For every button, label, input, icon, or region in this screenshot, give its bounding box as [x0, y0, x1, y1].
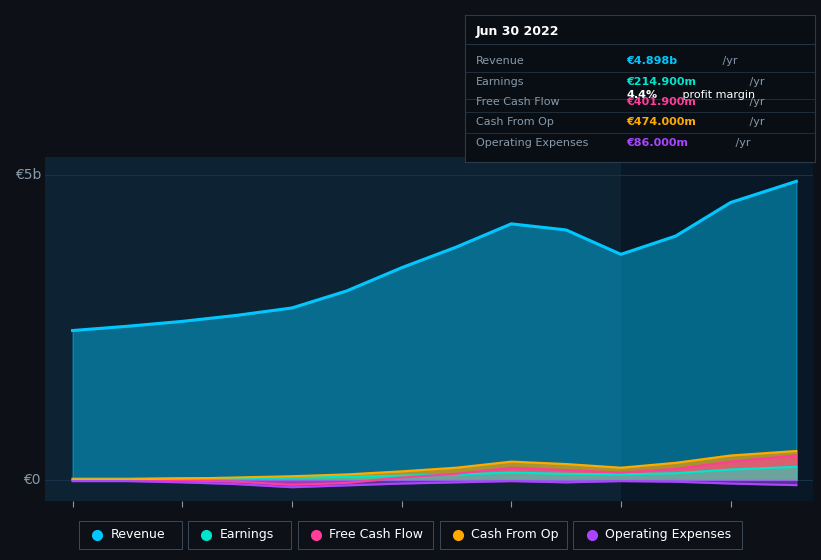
Text: €4.898b: €4.898b [626, 57, 677, 66]
Text: Earnings: Earnings [475, 77, 524, 87]
Text: /yr: /yr [745, 77, 764, 87]
Text: €0: €0 [24, 473, 41, 487]
Text: Jun 30 2022: Jun 30 2022 [475, 25, 559, 38]
Text: Revenue: Revenue [110, 528, 165, 542]
Bar [621, 157, 821, 501]
Text: Revenue: Revenue [475, 57, 525, 66]
Text: 4.4%: 4.4% [626, 90, 657, 100]
Text: /yr: /yr [719, 57, 737, 66]
Text: /yr: /yr [745, 97, 764, 108]
Text: €474.000m: €474.000m [626, 117, 696, 127]
Text: /yr: /yr [745, 117, 764, 127]
Text: €401.900m: €401.900m [626, 97, 696, 108]
Text: Cash From Op: Cash From Op [475, 117, 553, 127]
Text: Operating Expenses: Operating Expenses [475, 138, 588, 148]
Text: Earnings: Earnings [220, 528, 274, 542]
Text: Cash From Op: Cash From Op [471, 528, 558, 542]
Text: profit margin: profit margin [679, 90, 755, 100]
Text: /yr: /yr [732, 138, 751, 148]
Text: €214.900m: €214.900m [626, 77, 696, 87]
Text: €5b: €5b [15, 168, 41, 182]
Text: Free Cash Flow: Free Cash Flow [328, 528, 423, 542]
Text: €86.000m: €86.000m [626, 138, 688, 148]
Text: Free Cash Flow: Free Cash Flow [475, 97, 559, 108]
Text: Operating Expenses: Operating Expenses [605, 528, 731, 542]
